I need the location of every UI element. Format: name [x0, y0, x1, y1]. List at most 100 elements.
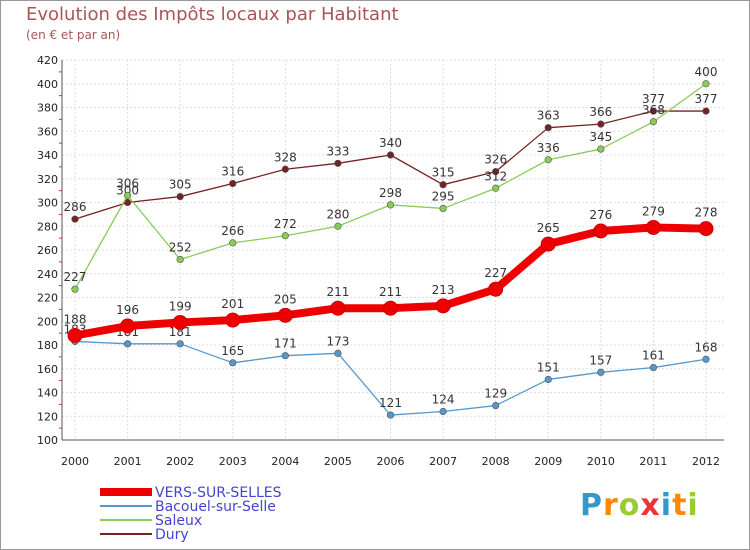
data-point	[439, 181, 447, 189]
data-point	[488, 281, 504, 297]
data-point	[492, 168, 500, 176]
data-label: 400	[695, 65, 718, 79]
plot-area	[62, 60, 724, 440]
data-point	[702, 80, 710, 88]
data-label: 363	[537, 109, 560, 123]
data-label: 312	[484, 169, 507, 183]
legend: VERS-SUR-SELLESBacouel-sur-SelleSaleuxDu…	[100, 485, 282, 543]
series-vers-sur-selles: 188 196 199 201 205 211 211 213 227 265 276 279 278	[64, 204, 718, 343]
data-point	[383, 300, 398, 316]
x-tick-label: 2000	[61, 455, 89, 468]
logo-letter: t	[672, 488, 688, 523]
data-point	[649, 363, 658, 372]
chart-title: Evolution des Impôts locaux par Habitant	[26, 4, 399, 25]
data-point	[330, 300, 346, 316]
data-label: 199	[169, 299, 192, 313]
data-label: 165	[221, 344, 244, 358]
data-point	[544, 124, 552, 132]
data-label: 211	[326, 285, 349, 299]
data-point	[281, 352, 289, 360]
data-label: 340	[379, 136, 402, 150]
x-tick-label: 2004	[271, 455, 299, 468]
data-label: 266	[221, 224, 244, 238]
data-point	[386, 201, 395, 209]
x-tick-label: 2005	[324, 455, 352, 468]
data-label: 129	[484, 387, 507, 401]
data-point	[702, 107, 710, 115]
data-label: 124	[432, 393, 455, 407]
data-label: 377	[695, 92, 718, 106]
legend-label: Saleux	[155, 513, 202, 529]
data-point	[593, 223, 609, 239]
y-tick-label: 220	[37, 292, 58, 305]
y-tick-label: 420	[37, 54, 58, 67]
y-tick-label: 400	[37, 78, 58, 91]
data-point	[492, 401, 500, 410]
y-tick-label: 360	[37, 125, 58, 138]
data-point	[334, 159, 342, 167]
y-tick-label: 100	[37, 434, 58, 447]
data-label: 278	[695, 206, 718, 220]
data-label: 168	[695, 340, 718, 354]
x-tick-label: 2007	[429, 455, 457, 468]
logo-letter: r	[603, 488, 619, 523]
x-tick-label: 2003	[219, 455, 247, 468]
logo-letter: i	[660, 488, 673, 523]
data-point	[649, 107, 658, 115]
data-point	[225, 312, 241, 328]
data-label: 333	[326, 144, 349, 158]
data-label: 315	[432, 166, 455, 180]
x-tick-label: 2012	[692, 455, 720, 468]
logo-letter: x	[640, 488, 661, 523]
data-point	[172, 314, 188, 330]
x-tick-label: 2006	[377, 455, 405, 468]
y-tick-label: 300	[37, 197, 58, 210]
data-label: 286	[64, 200, 87, 214]
logo-letter: P	[580, 488, 603, 523]
data-point	[176, 340, 184, 348]
data-label: 298	[379, 186, 402, 200]
data-label: 345	[589, 130, 612, 144]
data-label: 188	[64, 313, 87, 327]
data-label: 227	[64, 270, 87, 284]
data-label: 295	[432, 189, 455, 203]
axes: 100 120 140 160 180 200 220 240 260 280 300 320 340 3…	[37, 54, 724, 468]
data-label: 181	[169, 325, 192, 339]
data-point	[702, 355, 710, 363]
data-label: 306	[116, 176, 139, 190]
data-point	[544, 375, 552, 384]
data-label: 213	[432, 283, 455, 297]
data-point	[597, 145, 605, 153]
x-tick-label: 2009	[534, 455, 562, 468]
data-point	[123, 191, 132, 199]
data-label: 121	[379, 396, 402, 410]
y-tick-label: 380	[37, 102, 58, 115]
data-point	[334, 349, 342, 357]
data-label: 272	[274, 217, 297, 231]
data-point	[229, 359, 237, 367]
legend-label: Dury	[155, 527, 189, 543]
x-tick-label: 2011	[639, 455, 667, 468]
x-tick-label: 2008	[482, 455, 510, 468]
data-point	[645, 219, 661, 235]
data-point	[386, 151, 395, 159]
data-point	[492, 184, 500, 192]
y-tick-label: 160	[37, 363, 58, 376]
data-label: 201	[221, 297, 244, 311]
data-label: 300	[116, 184, 139, 198]
data-point	[597, 120, 605, 128]
x-tick-label: 2002	[166, 455, 194, 468]
data-point	[540, 236, 556, 252]
series-dury: 286 300 305 316 328 333 340 315 326 363 366 377 377	[64, 92, 718, 223]
data-point	[229, 179, 237, 188]
data-label: 316	[221, 165, 244, 179]
y-tick-label: 320	[37, 173, 58, 186]
data-point	[71, 215, 79, 223]
data-point	[281, 165, 289, 173]
data-point	[439, 204, 447, 213]
data-point	[435, 298, 451, 314]
logo-letter: i	[687, 488, 699, 523]
data-label: 336	[537, 141, 560, 155]
series-saleux: 227 306 252 266 272 280 298 295 312 336 345 368 400	[64, 65, 718, 293]
